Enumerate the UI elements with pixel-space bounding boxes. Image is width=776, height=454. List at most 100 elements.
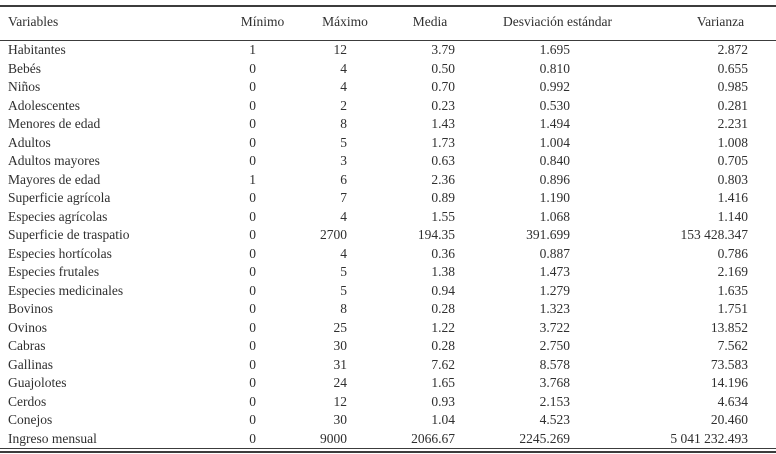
cell-maximo: 25	[333, 319, 348, 335]
cell-media: 1.55	[431, 208, 455, 224]
header-row: Variables Mínimo Máximo Media Desviación est…	[0, 6, 776, 41]
cell-maximo: 8	[340, 301, 347, 316]
table-row: Adultos mayores 0 3 0.63 0.840 0.705	[0, 152, 776, 171]
cell-minimo: 0	[249, 227, 256, 242]
cell-variable: Especies hortícolas	[8, 245, 112, 261]
cell-varianza: 0.985	[717, 79, 748, 94]
cell-variable: Gallinas	[8, 356, 53, 372]
cell-desviacion-estandar: 2.153	[539, 393, 570, 409]
table-row: Habitantes 1 12 3.79 1.695 2.872	[0, 41, 776, 60]
cell-media: 1.22	[431, 319, 455, 335]
cell-varianza: 1.751	[717, 301, 748, 316]
cell-minimo: 0	[249, 245, 256, 261]
column-header-maximo: Máximo	[300, 6, 390, 41]
cell-media: 0.94	[431, 282, 455, 298]
table-row: Adultos 0 5 1.73 1.004 1.008	[0, 134, 776, 153]
cell-variable: Menores de edad	[8, 116, 101, 131]
cell-desviacion-estandar: 8.578	[539, 356, 570, 372]
cell-variable: Cabras	[8, 338, 46, 353]
cell-minimo: 0	[249, 264, 256, 279]
cell-varianza: 1.416	[717, 190, 748, 205]
cell-variable: Mayores de edad	[8, 171, 101, 187]
cell-variable: Especies frutales	[8, 264, 100, 279]
cell-maximo: 30	[333, 338, 348, 353]
cell-varianza: 14.196	[710, 375, 748, 390]
cell-varianza: 73.583	[710, 356, 748, 372]
cell-media: 3.79	[431, 42, 455, 57]
cell-minimo: 0	[249, 97, 256, 113]
cell-media: 0.23	[431, 97, 455, 113]
cell-varianza: 20.460	[710, 412, 748, 427]
cell-variable: Guajolotes	[8, 375, 67, 390]
cell-maximo: 4	[340, 208, 347, 224]
table-row: Adolescentes 0 2 0.23 0.530 0.281	[0, 97, 776, 116]
cell-minimo: 0	[249, 116, 256, 131]
cell-minimo: 0	[249, 301, 256, 316]
cell-desviacion-estandar: 1.279	[539, 282, 570, 298]
cell-minimo: 0	[249, 375, 256, 390]
cell-maximo: 3	[340, 153, 347, 168]
cell-media: 194.35	[417, 227, 455, 242]
cell-desviacion-estandar: 1.068	[539, 208, 570, 224]
cell-varianza: 2.872	[717, 42, 748, 57]
cell-variable: Adultos	[8, 134, 51, 150]
cell-maximo: 12	[333, 393, 348, 409]
cell-variable: Superficie de traspatio	[8, 227, 130, 242]
cell-maximo: 5	[340, 264, 347, 279]
table-row: Gallinas 0 31 7.62 8.578 73.583	[0, 356, 776, 375]
cell-media: 0.89	[431, 190, 455, 205]
cell-media: 0.36	[431, 245, 455, 261]
cell-desviacion-estandar: 0.810	[539, 60, 570, 76]
cell-varianza: 0.803	[717, 171, 748, 187]
cell-media: 0.28	[431, 301, 455, 316]
cell-varianza: 0.281	[717, 97, 748, 113]
cell-varianza: 2.169	[717, 264, 748, 279]
cell-desviacion-estandar: 391.699	[526, 227, 570, 242]
cell-varianza: 7.562	[717, 338, 748, 353]
cell-desviacion-estandar: 1.494	[539, 116, 570, 131]
table-row: Especies agrícolas 0 4 1.55 1.068 1.140	[0, 208, 776, 227]
table-row: Conejos 0 30 1.04 4.523 20.460	[0, 411, 776, 430]
cell-varianza: 0.786	[717, 245, 748, 261]
cell-varianza: 13.852	[710, 319, 748, 335]
table-row: Cerdos 0 12 0.93 2.153 4.634	[0, 393, 776, 412]
cell-varianza: 4.634	[717, 393, 748, 409]
column-header-variables: Variables	[0, 6, 225, 41]
cell-desviacion-estandar: 0.887	[539, 245, 570, 261]
cell-maximo: 9000	[320, 430, 347, 446]
cell-variable: Especies agrícolas	[8, 208, 108, 224]
cell-variable: Conejos	[8, 412, 53, 427]
cell-media: 1.73	[431, 134, 455, 150]
cell-variable: Habitantes	[8, 42, 66, 57]
table-row: Especies frutales 0 5 1.38 1.473 2.169	[0, 263, 776, 282]
cell-desviacion-estandar: 1.473	[539, 264, 570, 279]
cell-media: 1.04	[431, 412, 455, 427]
cell-minimo: 0	[249, 338, 256, 353]
cell-variable: Ingreso mensual	[8, 430, 97, 446]
table-body: Habitantes 1 12 3.79 1.695 2.872 Bebés 0 4 0.50 0.…	[0, 41, 776, 449]
cell-desviacion-estandar: 0.530	[539, 97, 570, 113]
cell-maximo: 2700	[320, 227, 347, 242]
table-row: Bebés 0 4 0.50 0.810 0.655	[0, 60, 776, 79]
cell-maximo: 4	[340, 79, 347, 94]
cell-media: 0.50	[431, 60, 455, 76]
table-row: Especies medicinales 0 5 0.94 1.279 1.635	[0, 282, 776, 301]
table-row: Ingreso mensual 0 9000 2066.67 2245.269 5 041…	[0, 430, 776, 449]
cell-media: 1.43	[431, 116, 455, 131]
cell-maximo: 30	[333, 412, 348, 427]
cell-varianza: 153 428.347	[680, 227, 749, 242]
bottom-double-rule	[0, 451, 776, 453]
cell-desviacion-estandar: 0.992	[539, 79, 570, 94]
table-row: Guajolotes 0 24 1.65 3.768 14.196	[0, 374, 776, 393]
cell-media: 0.70	[431, 79, 455, 94]
cell-media: 2.36	[431, 171, 455, 187]
cell-maximo: 5	[340, 282, 347, 298]
cell-minimo: 0	[249, 134, 256, 150]
cell-desviacion-estandar: 3.722	[539, 319, 570, 335]
cell-minimo: 0	[249, 79, 256, 94]
column-header-minimo: Mínimo	[225, 6, 300, 41]
table-row: Superficie de traspatio 0 2700 194.35 391.69…	[0, 226, 776, 245]
column-header-varianza: Varianza	[645, 6, 776, 41]
cell-minimo: 0	[249, 430, 256, 446]
